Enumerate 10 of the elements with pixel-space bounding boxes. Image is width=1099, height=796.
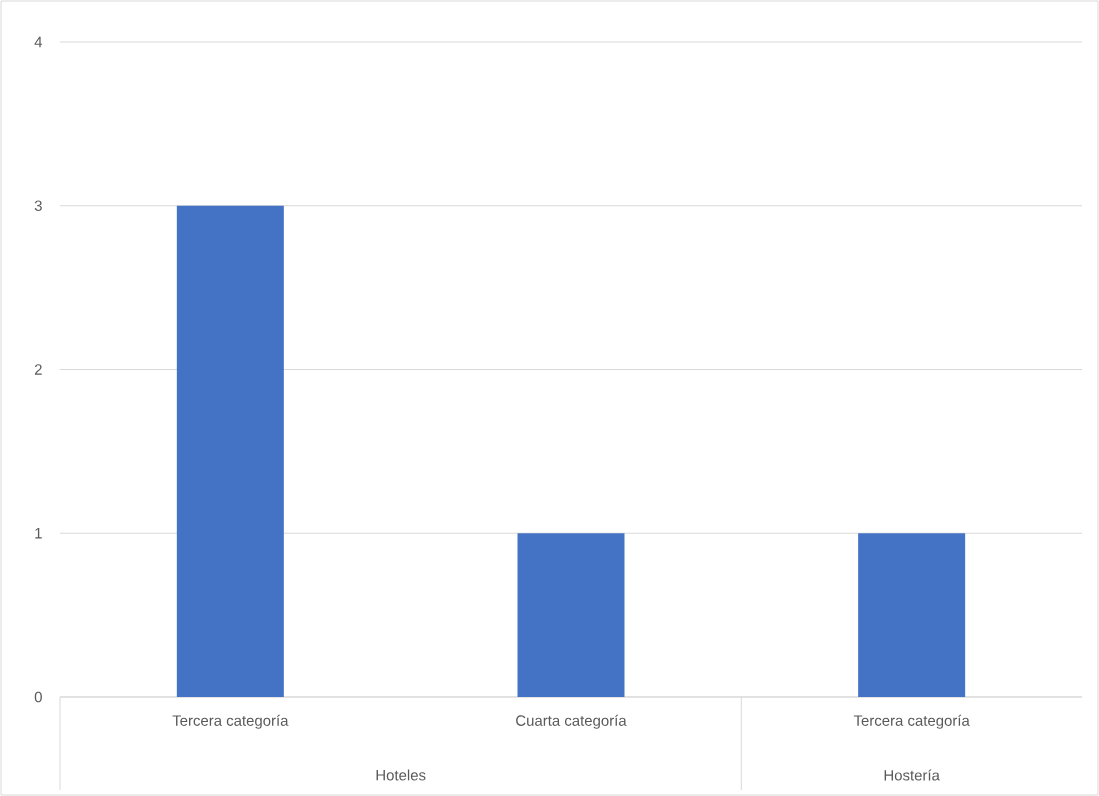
y-tick-label: 4 <box>34 36 43 48</box>
x-tick-label: Cuarta categoría <box>516 714 627 729</box>
y-tick-label: 2 <box>34 364 42 375</box>
x-tick-label: Tercera categoría <box>853 714 970 729</box>
y-tick-label: 1 <box>35 528 42 539</box>
text: Hoteles <box>376 769 426 781</box>
y-tick-label: 3 <box>34 200 42 212</box>
x-tick-label: Tercera categoría <box>172 714 289 729</box>
text: Hostería <box>884 769 940 781</box>
y-tick-label: 0 <box>34 691 42 703</box>
